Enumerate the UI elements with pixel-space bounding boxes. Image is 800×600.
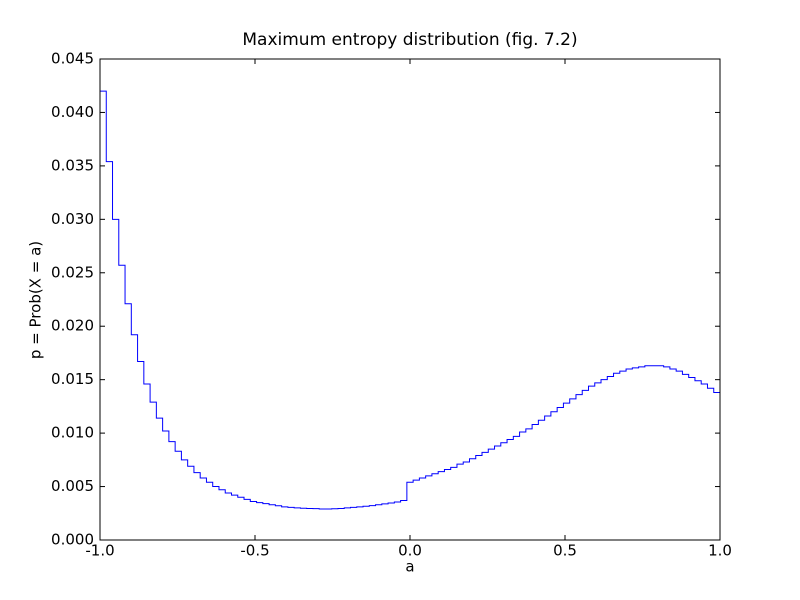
x-tick-label: -0.5 [240, 542, 269, 560]
x-axis-label: a [405, 558, 414, 576]
y-tick-label: 0.035 [51, 156, 94, 174]
y-tick-label: 0.040 [51, 103, 94, 121]
x-tick-label: 0.5 [553, 542, 577, 560]
y-tick-label: 0.015 [51, 370, 94, 388]
y-tick-label: 0.020 [51, 317, 94, 335]
y-tick-label: 0.000 [51, 531, 94, 549]
y-tick-label: 0.005 [51, 477, 94, 495]
x-tick-label: -1.0 [85, 542, 114, 560]
y-axis-label: p = Prob(X = a) [27, 241, 45, 359]
y-tick-label: 0.025 [51, 263, 94, 281]
step-line [99, 90, 720, 510]
y-tick-label: 0.010 [51, 424, 94, 442]
chart-title: Maximum entropy distribution (fig. 7.2) [242, 30, 577, 50]
y-tick-label: 0.045 [51, 50, 94, 68]
x-tick-label: 1.0 [708, 542, 732, 560]
y-tick-label: 0.030 [51, 210, 94, 228]
x-tick-label: 0.0 [398, 542, 422, 560]
